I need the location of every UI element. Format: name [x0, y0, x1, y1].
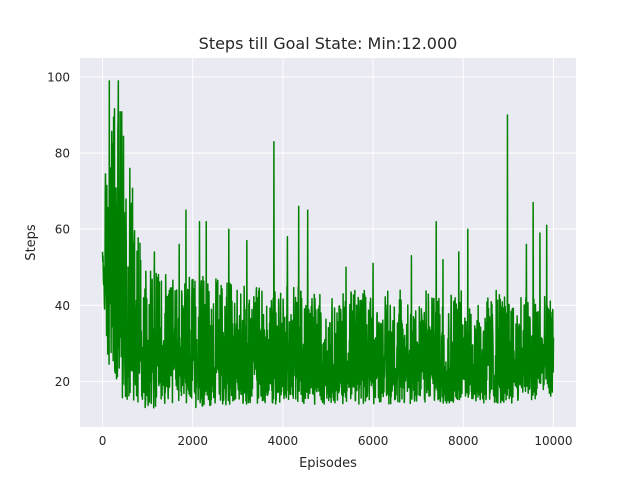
y-tick-label: 20: [55, 375, 70, 389]
series-layer: [101, 80, 555, 409]
x-axis-label: Episodes: [299, 456, 357, 471]
x-tick-label: 6000: [358, 434, 389, 448]
x-tick-label: 2000: [177, 434, 208, 448]
x-tick-label: 10000: [534, 434, 572, 448]
y-axis-label: Steps: [24, 224, 39, 261]
y-tick-label: 60: [55, 223, 70, 237]
x-tick-label: 4000: [268, 434, 299, 448]
y-tick-label: 40: [55, 299, 70, 313]
series-line-steps: [101, 80, 555, 409]
y-axis-ticks: 20 40 60 80 100: [47, 71, 70, 389]
y-tick-label: 80: [55, 147, 70, 161]
y-tick-label: 100: [47, 71, 70, 85]
x-tick-label: 8000: [448, 434, 479, 448]
x-axis-ticks: 0 2000 4000 6000 8000 10000: [99, 434, 573, 448]
chart-title: Steps till Goal State: Min:12.000: [199, 34, 458, 53]
x-tick-label: 0: [99, 434, 107, 448]
